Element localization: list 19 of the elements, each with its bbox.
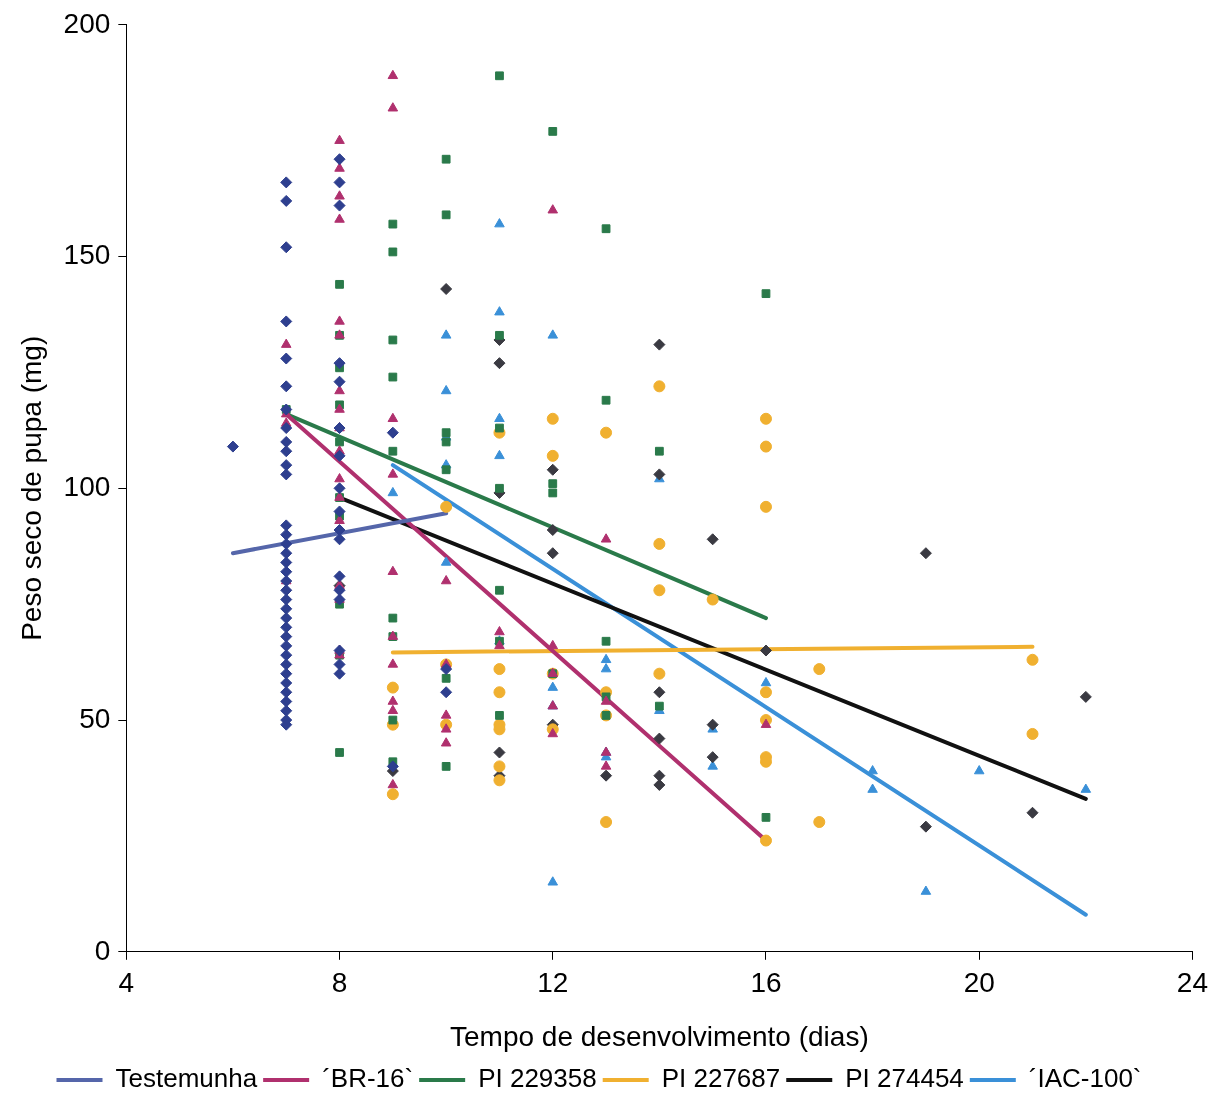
legend-label: PI 227687 xyxy=(661,1063,781,1094)
legend-label: PI 274454 xyxy=(845,1063,964,1094)
x-tick-label: 16 xyxy=(750,967,782,999)
legend-label: ´IAC-100` xyxy=(1028,1063,1142,1094)
y-tick-label: 50 xyxy=(79,702,111,734)
x-axis-title: Tempo de desenvolvimento (dias) xyxy=(450,1020,869,1052)
x-tick-label: 20 xyxy=(963,967,995,999)
x-tick-label: 8 xyxy=(331,967,348,999)
legend-label: Testemunha xyxy=(115,1063,258,1094)
legend-label: PI 229358 xyxy=(478,1063,597,1094)
y-axis-title: Peso seco de pupa (mg) xyxy=(15,335,47,641)
x-tick-label: 12 xyxy=(537,967,569,999)
x-tick-label: 24 xyxy=(1176,967,1209,999)
y-tick-label: 200 xyxy=(63,7,111,39)
y-tick-label: 150 xyxy=(63,239,111,271)
y-tick-label: 0 xyxy=(94,934,111,966)
x-tick-label: 4 xyxy=(118,967,135,999)
legend-label: ´BR-16` xyxy=(322,1063,414,1094)
y-tick-label: 100 xyxy=(63,471,111,503)
